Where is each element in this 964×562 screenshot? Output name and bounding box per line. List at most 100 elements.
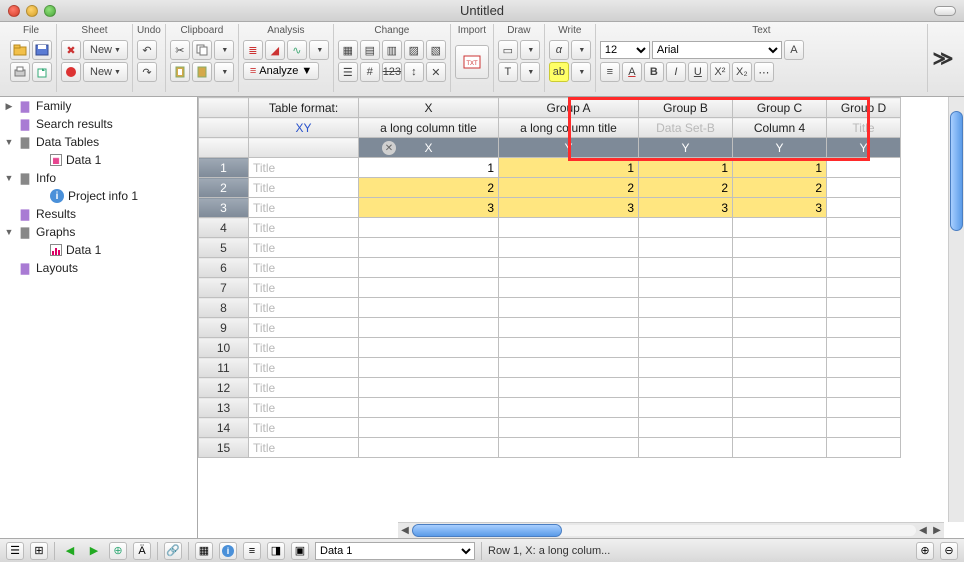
data-cell[interactable] — [499, 318, 639, 338]
row-title-cell[interactable]: Title — [249, 398, 359, 418]
row-number[interactable]: 7 — [199, 278, 249, 298]
data-cell[interactable] — [639, 318, 733, 338]
nav-item-family[interactable]: ▶▇Family — [0, 97, 197, 115]
vscroll-thumb[interactable] — [950, 111, 963, 231]
data-cell[interactable] — [639, 218, 733, 238]
row-title-cell[interactable]: Title — [249, 438, 359, 458]
nav-item-project-info-1[interactable]: iProject info 1 — [0, 187, 197, 205]
view-mode-2-button[interactable]: ⊞ — [30, 542, 48, 560]
draw-1-button[interactable]: ▭ — [498, 40, 518, 60]
paste-special-button[interactable] — [192, 62, 212, 82]
row-title-cell[interactable]: Title — [249, 358, 359, 378]
data-cell[interactable] — [359, 418, 499, 438]
data-cell[interactable] — [359, 218, 499, 238]
data-cell[interactable] — [733, 418, 827, 438]
variable-header[interactable]: Y — [499, 138, 639, 158]
graph-view-button[interactable]: ◨ — [267, 542, 285, 560]
draw-dd2-button[interactable]: ▼ — [520, 62, 540, 82]
row-title-cell[interactable]: Title — [249, 258, 359, 278]
new-sheet-button[interactable]: New▼ — [83, 40, 128, 60]
data-cell[interactable]: 3 — [359, 198, 499, 218]
data-cell[interactable] — [827, 438, 901, 458]
data-cell[interactable] — [827, 198, 901, 218]
data-cell[interactable] — [499, 258, 639, 278]
column-title[interactable]: Title — [827, 118, 901, 138]
data-cell[interactable] — [733, 238, 827, 258]
row-title-cell[interactable]: Title — [249, 278, 359, 298]
data-cell[interactable] — [359, 278, 499, 298]
font-color-button[interactable]: A — [622, 62, 642, 82]
data-cell[interactable] — [359, 238, 499, 258]
data-cell[interactable] — [733, 338, 827, 358]
data-cell[interactable] — [639, 418, 733, 438]
data-cell[interactable] — [359, 338, 499, 358]
scroll-left2-arrow[interactable]: ◀ — [916, 523, 930, 538]
data-cell[interactable] — [733, 218, 827, 238]
info-view-button[interactable]: i — [219, 542, 237, 560]
highlight-button[interactable]: ab — [549, 62, 569, 82]
superscript-button[interactable]: X² — [710, 62, 730, 82]
font-grow-button[interactable]: A — [784, 40, 804, 60]
data-cell[interactable] — [733, 298, 827, 318]
nav-item-data-1[interactable]: ▦Data 1 — [0, 151, 197, 169]
data-cell[interactable]: 1 — [639, 158, 733, 178]
layout-view-button[interactable]: ▣ — [291, 542, 309, 560]
variable-header[interactable]: Y — [639, 138, 733, 158]
change-9-button[interactable]: ↕ — [404, 62, 424, 82]
data-cell[interactable] — [359, 358, 499, 378]
data-cell[interactable] — [499, 418, 639, 438]
data-cell[interactable] — [827, 378, 901, 398]
data-cell[interactable] — [499, 438, 639, 458]
italic-button[interactable]: I — [666, 62, 686, 82]
data-cell[interactable]: 2 — [499, 178, 639, 198]
row-number[interactable]: 4 — [199, 218, 249, 238]
align-left-button[interactable]: ≡ — [600, 62, 620, 82]
variable-header[interactable]: X — [359, 138, 499, 158]
paste-dd2-button[interactable]: ▼ — [214, 62, 234, 82]
draw-dd-button[interactable]: ▼ — [520, 40, 540, 60]
change-7-button[interactable]: # — [360, 62, 380, 82]
zoom-fit-button[interactable]: ⊕ — [109, 542, 127, 560]
row-title-cell[interactable]: Title — [249, 158, 359, 178]
data-cell[interactable]: 1 — [499, 158, 639, 178]
data-cell[interactable] — [733, 398, 827, 418]
analyze-button[interactable]: ≡Analyze▼ — [243, 62, 319, 80]
row-number[interactable]: 13 — [199, 398, 249, 418]
data-cell[interactable]: 3 — [499, 198, 639, 218]
data-cell[interactable] — [827, 298, 901, 318]
zoom-out-button[interactable]: ⊖ — [940, 542, 958, 560]
column-title[interactable]: Column 4 — [733, 118, 827, 138]
row-title-cell[interactable]: Title — [249, 218, 359, 238]
data-cell[interactable] — [639, 438, 733, 458]
data-cell[interactable] — [499, 338, 639, 358]
change-6-button[interactable]: ☰ — [338, 62, 358, 82]
data-cell[interactable] — [827, 238, 901, 258]
write-dd-button[interactable]: ▼ — [571, 40, 591, 60]
row-number[interactable]: 15 — [199, 438, 249, 458]
data-cell[interactable] — [359, 318, 499, 338]
data-cell[interactable] — [827, 338, 901, 358]
row-title-cell[interactable]: Title — [249, 318, 359, 338]
underline-button[interactable]: U — [688, 62, 708, 82]
scroll-thumb[interactable] — [412, 524, 562, 537]
data-cell[interactable] — [639, 398, 733, 418]
analysis-2-button[interactable]: ◢ — [265, 40, 285, 60]
nav-item-results[interactable]: ▇Results — [0, 205, 197, 223]
data-cell[interactable]: 3 — [639, 198, 733, 218]
redo-button[interactable]: ↷ — [137, 62, 157, 82]
new-sheet-2-button[interactable]: New▼ — [83, 62, 128, 82]
analysis-1-button[interactable]: ≣ — [243, 40, 263, 60]
change-3-button[interactable]: ▥ — [382, 40, 402, 60]
analysis-3-button[interactable]: ∿ — [287, 40, 307, 60]
data-cell[interactable] — [639, 238, 733, 258]
subscript-button[interactable]: X₂ — [732, 62, 752, 82]
data-cell[interactable] — [733, 318, 827, 338]
text-more-button[interactable]: ⋯ — [754, 62, 774, 82]
change-2-button[interactable]: ▤ — [360, 40, 380, 60]
variable-header[interactable]: Y — [733, 138, 827, 158]
change-4-button[interactable]: ▨ — [404, 40, 424, 60]
group-header[interactable]: X — [359, 98, 499, 118]
data-cell[interactable] — [827, 358, 901, 378]
delete-sheet-button[interactable]: ✖ — [61, 40, 81, 60]
save-button[interactable] — [32, 40, 52, 60]
